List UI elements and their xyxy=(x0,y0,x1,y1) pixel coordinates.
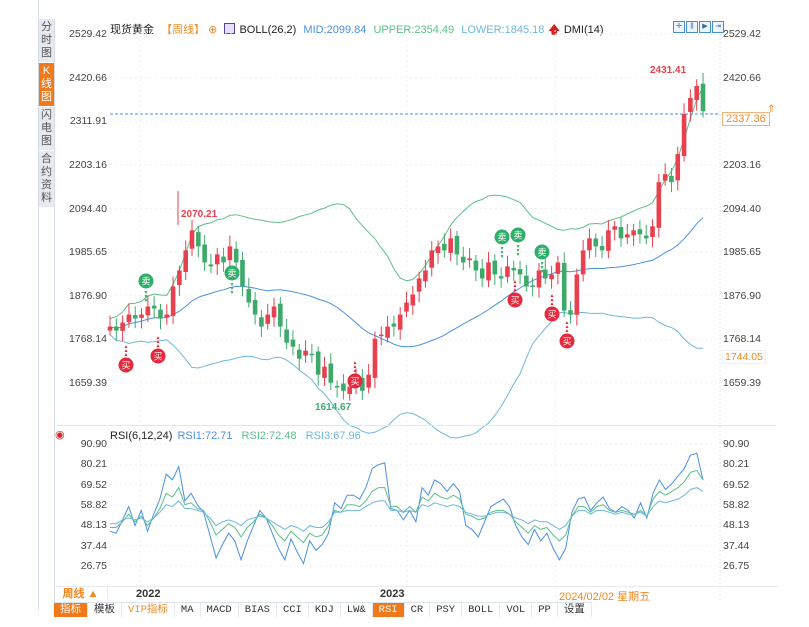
zoom-in-icon[interactable]: ⫼ xyxy=(686,21,698,33)
sidebar-tab-2[interactable]: 闪电图 xyxy=(39,107,54,151)
axis-tick: 2529.42 xyxy=(723,28,761,40)
rsi3-value: RSI3:67.96 xyxy=(305,430,361,442)
axis-tick: 58.82 xyxy=(723,499,750,511)
settings-target-icon[interactable]: ◉ xyxy=(55,429,65,441)
chart-toolbar: ✛ ⫼ ▶ ⇥ xyxy=(673,21,724,33)
axis-tick: 1876.90 xyxy=(723,289,761,302)
tab-vol[interactable]: VOL xyxy=(500,603,533,617)
current-price-tag: 2337.36 xyxy=(722,112,770,126)
boll-lower: LOWER:1845.18 xyxy=(461,24,545,36)
price-axis-left: 2529.42 2420.66 2311.91 2203.16 2094.40 1985.… xyxy=(55,0,107,420)
axis-tick: 1768.14 xyxy=(69,333,107,346)
instrument-name: 现货黄金 xyxy=(110,24,154,36)
axis-tick: 90.90 xyxy=(80,438,107,450)
low-price-tag: 1744.05 xyxy=(722,350,766,364)
tab-lw&[interactable]: LW& xyxy=(341,603,373,617)
axis-tick: 1659.39 xyxy=(723,377,761,389)
end-icon[interactable]: ⇥ xyxy=(712,21,724,33)
cursor-date: 2024/02/02 星期五 xyxy=(559,591,651,603)
axis-tick: 2203.16 xyxy=(723,158,761,171)
axis-tick: 2094.40 xyxy=(69,202,107,215)
axis-tick: 2420.66 xyxy=(69,71,107,84)
axis-tick: 1985.65 xyxy=(69,246,107,259)
rsi-axis-left: 90.90 80.21 69.52 58.82 48.13 37.44 26.75 xyxy=(55,0,107,600)
panel-divider[interactable] xyxy=(54,425,776,426)
axis-tick: 69.52 xyxy=(80,478,107,491)
axis-tick: 2420.66 xyxy=(723,71,761,84)
axis-tick: 2094.40 xyxy=(723,202,761,215)
sidebar-tab-0[interactable]: 分时图 xyxy=(39,19,54,63)
axis-tick: 58.82 xyxy=(80,499,107,511)
boll-mid: MID:2099.84 xyxy=(303,24,367,36)
axis-tick: 26.75 xyxy=(80,560,107,572)
tab-macd[interactable]: MACD xyxy=(201,603,239,617)
time-axis: 周线 ▲ 2022 2023 2024/02/02 星期五 xyxy=(54,586,778,603)
axis-tick: 48.13 xyxy=(723,519,750,532)
axis-tick: 90.90 xyxy=(723,438,750,450)
axis-tick: 69.52 xyxy=(723,478,750,491)
rsi-axis-right: 90.90 80.21 69.52 58.82 48.13 37.44 26.75 xyxy=(723,0,778,600)
rsi-legend: RSI(6,12,24) RSI1:72.71 RSI2:72.48 RSI3:… xyxy=(110,430,367,442)
axis-tick: 1876.90 xyxy=(69,289,107,302)
axis-tick: 1768.14 xyxy=(723,333,761,346)
dmi-label[interactable]: DMI(14) xyxy=(563,24,604,36)
axis-tick: 26.75 xyxy=(723,560,750,572)
rsi-title: RSI(6,12,24) xyxy=(110,430,173,442)
main-legend: 现货黄金 【周线】 ⊕ BOLL(26,2) MID:2099.84 UPPER… xyxy=(110,21,608,40)
period-selector[interactable]: 周线 ▲ xyxy=(54,587,108,602)
add-icon[interactable]: ⊕ xyxy=(208,24,218,36)
chart-frame xyxy=(38,0,779,610)
tab-boll[interactable]: BOLL xyxy=(462,603,501,617)
axis-tick: 80.21 xyxy=(80,458,107,471)
tab-kdj[interactable]: KDJ xyxy=(309,603,341,617)
axis-tick: 2529.42 xyxy=(69,28,107,40)
axis-tick: 80.21 xyxy=(723,458,750,471)
crosshair-icon[interactable]: ✛ xyxy=(673,21,685,33)
tab-指标[interactable]: 指标 xyxy=(54,603,88,617)
tab-模板[interactable]: 模板 xyxy=(88,603,122,617)
year-label-2022: 2022 xyxy=(136,588,161,600)
axis-tick: 2311.91 xyxy=(69,115,107,128)
axis-tick: 1985.65 xyxy=(723,246,761,259)
sidebar-tab-3[interactable]: 合约资料 xyxy=(39,151,54,208)
boll-upper: UPPER:2354.49 xyxy=(373,24,455,36)
play-icon[interactable]: ▶ xyxy=(699,21,711,33)
tab-rsi[interactable]: RSI xyxy=(372,603,405,617)
axis-tick: 48.13 xyxy=(80,519,107,532)
indicator-tab-bar: 指标 模板 VIP指标 MA MACD BIAS CCI KDJ LW& RSI CR PSY BOLL… xyxy=(54,602,592,617)
tab-pp[interactable]: PP xyxy=(532,603,558,617)
axis-tick: 1659.39 xyxy=(69,377,107,389)
tab-bias[interactable]: BIAS xyxy=(239,603,277,617)
tab-cci[interactable]: CCI xyxy=(277,603,309,617)
tab-ma[interactable]: MA xyxy=(175,603,201,617)
axis-tick: 37.44 xyxy=(723,539,750,552)
tab-vip指标[interactable]: VIP指标 xyxy=(122,603,175,617)
indicator-icon[interactable] xyxy=(224,23,236,34)
period-tag: 【周线】 xyxy=(161,24,206,36)
rsi2-value: RSI2:72.48 xyxy=(241,430,297,442)
tab-设置[interactable]: 设置 xyxy=(558,603,592,617)
tab-cr[interactable]: CR xyxy=(405,603,431,617)
rsi1-value: RSI1:72.71 xyxy=(177,430,233,442)
boll-label: BOLL(26,2) xyxy=(239,24,297,36)
axis-tick: 2203.16 xyxy=(69,158,107,171)
tab-psy[interactable]: PSY xyxy=(430,603,463,617)
arrow-up-icon[interactable]: 🡅 xyxy=(548,24,560,36)
axis-tick: 37.44 xyxy=(80,539,107,552)
year-label-2023: 2023 xyxy=(380,588,405,600)
